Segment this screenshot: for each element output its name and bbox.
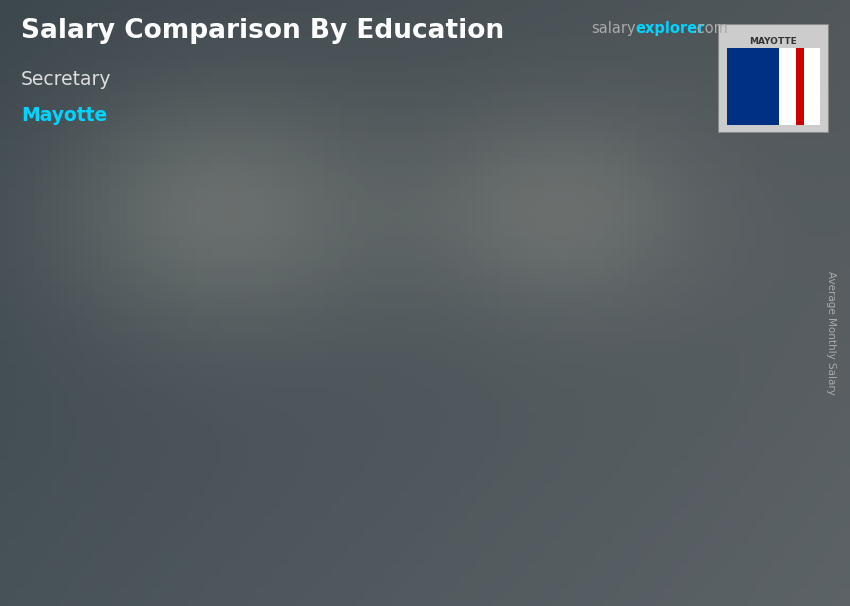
Text: Secretary: Secretary bbox=[21, 70, 111, 88]
Polygon shape bbox=[350, 353, 441, 503]
Polygon shape bbox=[99, 407, 190, 503]
Polygon shape bbox=[99, 401, 212, 407]
Polygon shape bbox=[602, 250, 693, 503]
Polygon shape bbox=[779, 48, 820, 125]
Polygon shape bbox=[718, 24, 829, 133]
Text: explorer: explorer bbox=[636, 21, 705, 36]
Text: Salary Comparison By Education: Salary Comparison By Education bbox=[21, 18, 504, 44]
Polygon shape bbox=[693, 244, 714, 503]
Text: Bachelor’s
Degree: Bachelor’s Degree bbox=[615, 523, 701, 562]
Text: +68%: +68% bbox=[481, 172, 598, 206]
Polygon shape bbox=[350, 347, 463, 353]
Text: MAYOTTE: MAYOTTE bbox=[750, 38, 797, 46]
Text: Average Monthly Salary: Average Monthly Salary bbox=[826, 271, 836, 395]
Text: +57%: +57% bbox=[211, 282, 319, 315]
Polygon shape bbox=[190, 401, 212, 503]
Text: 1,080 EUR: 1,080 EUR bbox=[359, 321, 455, 339]
Text: salary: salary bbox=[591, 21, 635, 36]
Text: .com: .com bbox=[692, 21, 728, 36]
Polygon shape bbox=[727, 48, 820, 125]
Text: High School: High School bbox=[106, 523, 205, 541]
Polygon shape bbox=[602, 244, 714, 250]
Text: Mayotte: Mayotte bbox=[21, 106, 107, 125]
Polygon shape bbox=[796, 48, 804, 125]
Text: Certificate or
Diploma: Certificate or Diploma bbox=[353, 523, 461, 562]
Text: 1,820 EUR: 1,820 EUR bbox=[610, 218, 706, 236]
Polygon shape bbox=[441, 347, 463, 503]
Text: 690 EUR: 690 EUR bbox=[116, 375, 195, 393]
